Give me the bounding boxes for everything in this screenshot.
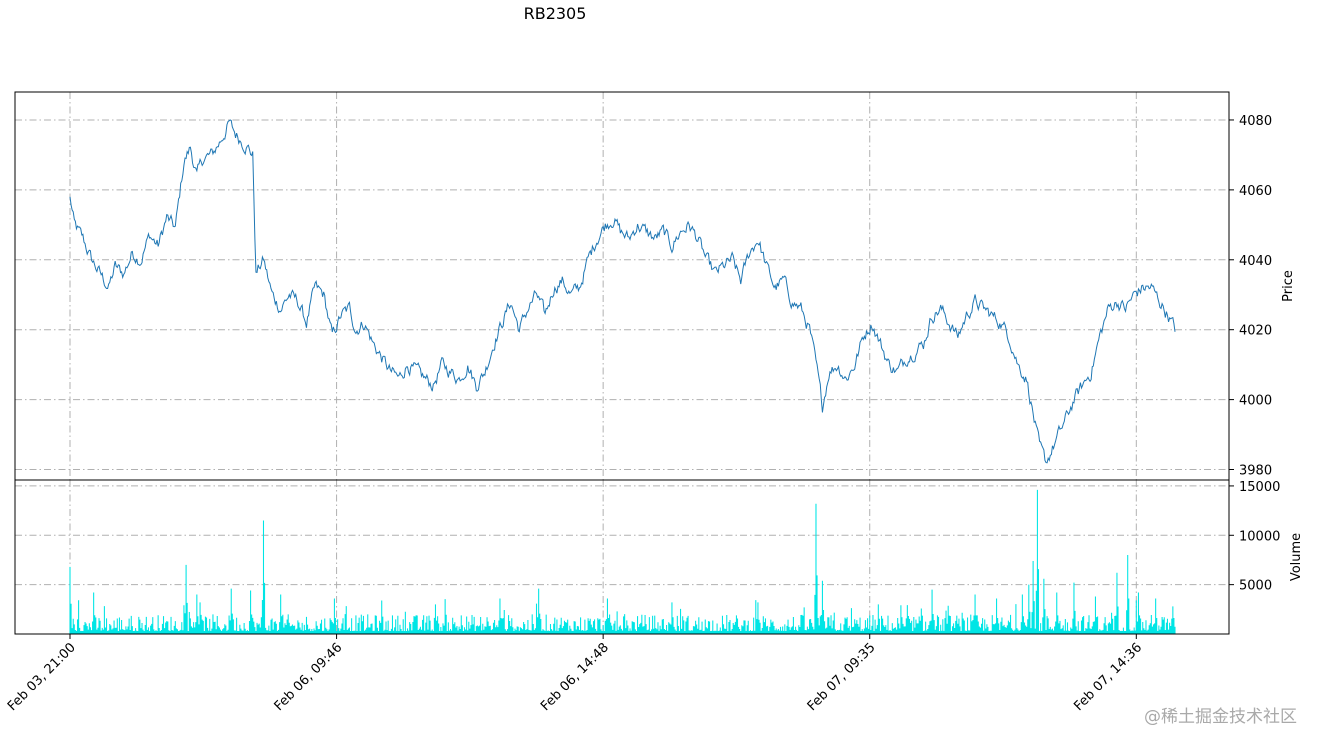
price-tick-label: 4020 bbox=[1239, 324, 1272, 339]
price-tick-label: 4060 bbox=[1239, 184, 1272, 199]
x-tick-label: Feb 06, 14:48 bbox=[538, 640, 612, 714]
chart-title: RB2305 bbox=[524, 4, 587, 23]
volume-tick-label: 15000 bbox=[1239, 480, 1280, 495]
price-tick-label: 4040 bbox=[1239, 254, 1272, 269]
volume-panel: 5000 10000 15000 Volume bbox=[14, 479, 1304, 635]
x-axis: Feb 03, 21:00 Feb 06, 09:46 Feb 06, 14:48 F… bbox=[5, 634, 1145, 714]
price-panel: 3980 4000 4020 4040 4060 4080 Price bbox=[14, 91, 1296, 481]
volume-bars bbox=[69, 489, 1176, 634]
price-tick-label: 4080 bbox=[1239, 114, 1272, 129]
volume-tick-label: 5000 bbox=[1239, 579, 1272, 594]
x-tick-label: Feb 07, 09:35 bbox=[805, 640, 879, 714]
x-tick-label: Feb 07, 14:36 bbox=[1071, 640, 1145, 714]
price-line bbox=[69, 119, 1176, 464]
price-tick-label: 4000 bbox=[1239, 394, 1272, 409]
x-tick-label: Feb 06, 09:46 bbox=[272, 640, 346, 714]
watermark: @稀土掘金技术社区 bbox=[1144, 707, 1297, 727]
price-tick-label: 3980 bbox=[1239, 464, 1272, 479]
price-axis-label: Price bbox=[1281, 270, 1296, 302]
volume-tick-label: 10000 bbox=[1239, 529, 1280, 544]
volume-frame bbox=[14, 479, 1230, 635]
x-tick-label: Feb 03, 21:00 bbox=[5, 640, 79, 714]
volume-axis-label: Volume bbox=[1289, 533, 1304, 581]
price-frame bbox=[14, 91, 1230, 481]
